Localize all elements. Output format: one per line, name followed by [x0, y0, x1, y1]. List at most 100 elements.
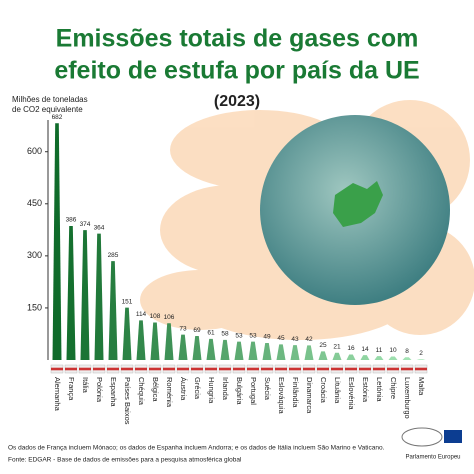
x-tick-label: Alemanha	[53, 377, 62, 412]
x-tick-label: Irlanda	[221, 377, 230, 401]
flag-stripe	[205, 367, 217, 371]
bar	[262, 342, 272, 360]
value-label: 49	[263, 334, 271, 341]
value-label: 11	[376, 347, 383, 354]
bar	[178, 334, 188, 360]
logo: Parlamento Europeu	[401, 427, 462, 461]
value-label: 151	[122, 298, 133, 305]
flag-stripe	[387, 367, 399, 371]
value-label: 10	[389, 347, 397, 354]
x-tick-label: França	[67, 377, 76, 401]
flag-stripe	[261, 367, 273, 371]
bar	[402, 357, 412, 360]
flag-stripe	[93, 367, 105, 371]
x-tick-label: Dinamarca	[305, 377, 314, 414]
flag-stripe	[317, 367, 329, 371]
flag-stripe	[345, 367, 357, 371]
y-tick-label: 600	[27, 146, 42, 156]
flag-stripe	[401, 367, 413, 371]
chart-title: efeito de estufa por país da UE	[54, 57, 419, 85]
value-label: 374	[80, 221, 91, 228]
value-label: 53	[235, 332, 243, 339]
x-tick-label: Portugal	[249, 377, 258, 405]
bar	[304, 345, 314, 360]
value-label: 73	[179, 325, 187, 332]
bar	[80, 230, 90, 360]
x-tick-label: Malta	[417, 377, 426, 396]
x-tick-label: Chéquia	[137, 377, 146, 406]
bar	[276, 344, 286, 360]
bar	[290, 345, 300, 360]
chart-subtitle: (2023)	[214, 93, 260, 110]
flag-stripe	[177, 367, 189, 371]
value-label: 14	[361, 346, 369, 353]
bar	[318, 351, 328, 360]
note: Fonte: EDGAR - Base de dados de emissões…	[8, 457, 242, 464]
x-tick-label: Finlândia	[291, 377, 300, 408]
bar	[374, 356, 384, 360]
note: Os dados de França incluem Mónaco; os da…	[8, 445, 385, 452]
flag-stripe	[359, 367, 371, 371]
bar	[164, 323, 174, 360]
flag-stripe	[135, 367, 147, 371]
value-label: 45	[277, 335, 285, 342]
flag-stripe	[275, 367, 287, 371]
y-axis-label: de CO2 equivalente	[12, 105, 83, 114]
flag-stripe	[149, 367, 161, 371]
x-tick-label: Bulgária	[235, 377, 244, 405]
value-label: 61	[207, 330, 215, 337]
value-label: 2	[419, 350, 423, 357]
value-label: 42	[305, 336, 313, 343]
bar	[108, 261, 118, 360]
value-label: 43	[291, 336, 299, 343]
flag-stripe	[303, 367, 315, 371]
value-label: 8	[405, 348, 409, 355]
flag-stripe	[163, 367, 175, 371]
x-tick-label: Croácia	[319, 377, 328, 404]
x-tick-label: Itália	[81, 377, 90, 394]
x-tick-label: Eslováquia	[277, 377, 286, 415]
x-tick-label: Eslovénia	[347, 377, 356, 410]
flag-stripe	[247, 367, 259, 371]
flag-stripe	[415, 367, 427, 371]
bar	[206, 338, 216, 360]
value-label: 25	[319, 342, 327, 349]
bar	[192, 336, 202, 360]
x-tick-label: Luxemburgo	[403, 377, 412, 419]
y-tick-label: 450	[27, 198, 42, 208]
flag-stripe	[233, 367, 245, 371]
flag-stripe	[373, 367, 385, 371]
value-label: 69	[193, 327, 201, 334]
value-label: 285	[108, 252, 119, 259]
value-label: 106	[164, 314, 175, 321]
bar	[248, 341, 258, 360]
bar	[346, 354, 356, 360]
bar	[66, 226, 76, 360]
bar	[52, 123, 62, 361]
flag-stripe	[331, 367, 343, 371]
flag-stripe	[121, 367, 133, 371]
value-label: 58	[221, 331, 229, 338]
bar	[332, 352, 342, 360]
x-tick-label: Roménia	[165, 377, 174, 408]
x-tick-label: Chipre	[389, 377, 398, 399]
x-tick-label: Lituânia	[333, 377, 342, 404]
bar	[360, 355, 370, 360]
x-tick-label: Países Baixos	[123, 377, 132, 425]
x-tick-label: Letónia	[375, 377, 384, 402]
bar	[94, 233, 104, 360]
flag-stripe	[65, 367, 77, 371]
x-tick-label: Espanha	[109, 377, 118, 407]
value-label: 386	[66, 217, 77, 224]
bar	[122, 307, 132, 360]
value-label: 21	[333, 343, 341, 350]
value-label: 16	[347, 345, 355, 352]
x-tick-label: Bélgica	[151, 377, 160, 402]
flag-stripe	[51, 367, 63, 371]
bar	[234, 341, 244, 360]
x-tick-label: Estónia	[361, 377, 370, 403]
y-tick-label: 300	[27, 250, 42, 260]
value-label: 108	[150, 313, 161, 320]
flag-stripe	[191, 367, 203, 371]
flag-stripe	[79, 367, 91, 371]
